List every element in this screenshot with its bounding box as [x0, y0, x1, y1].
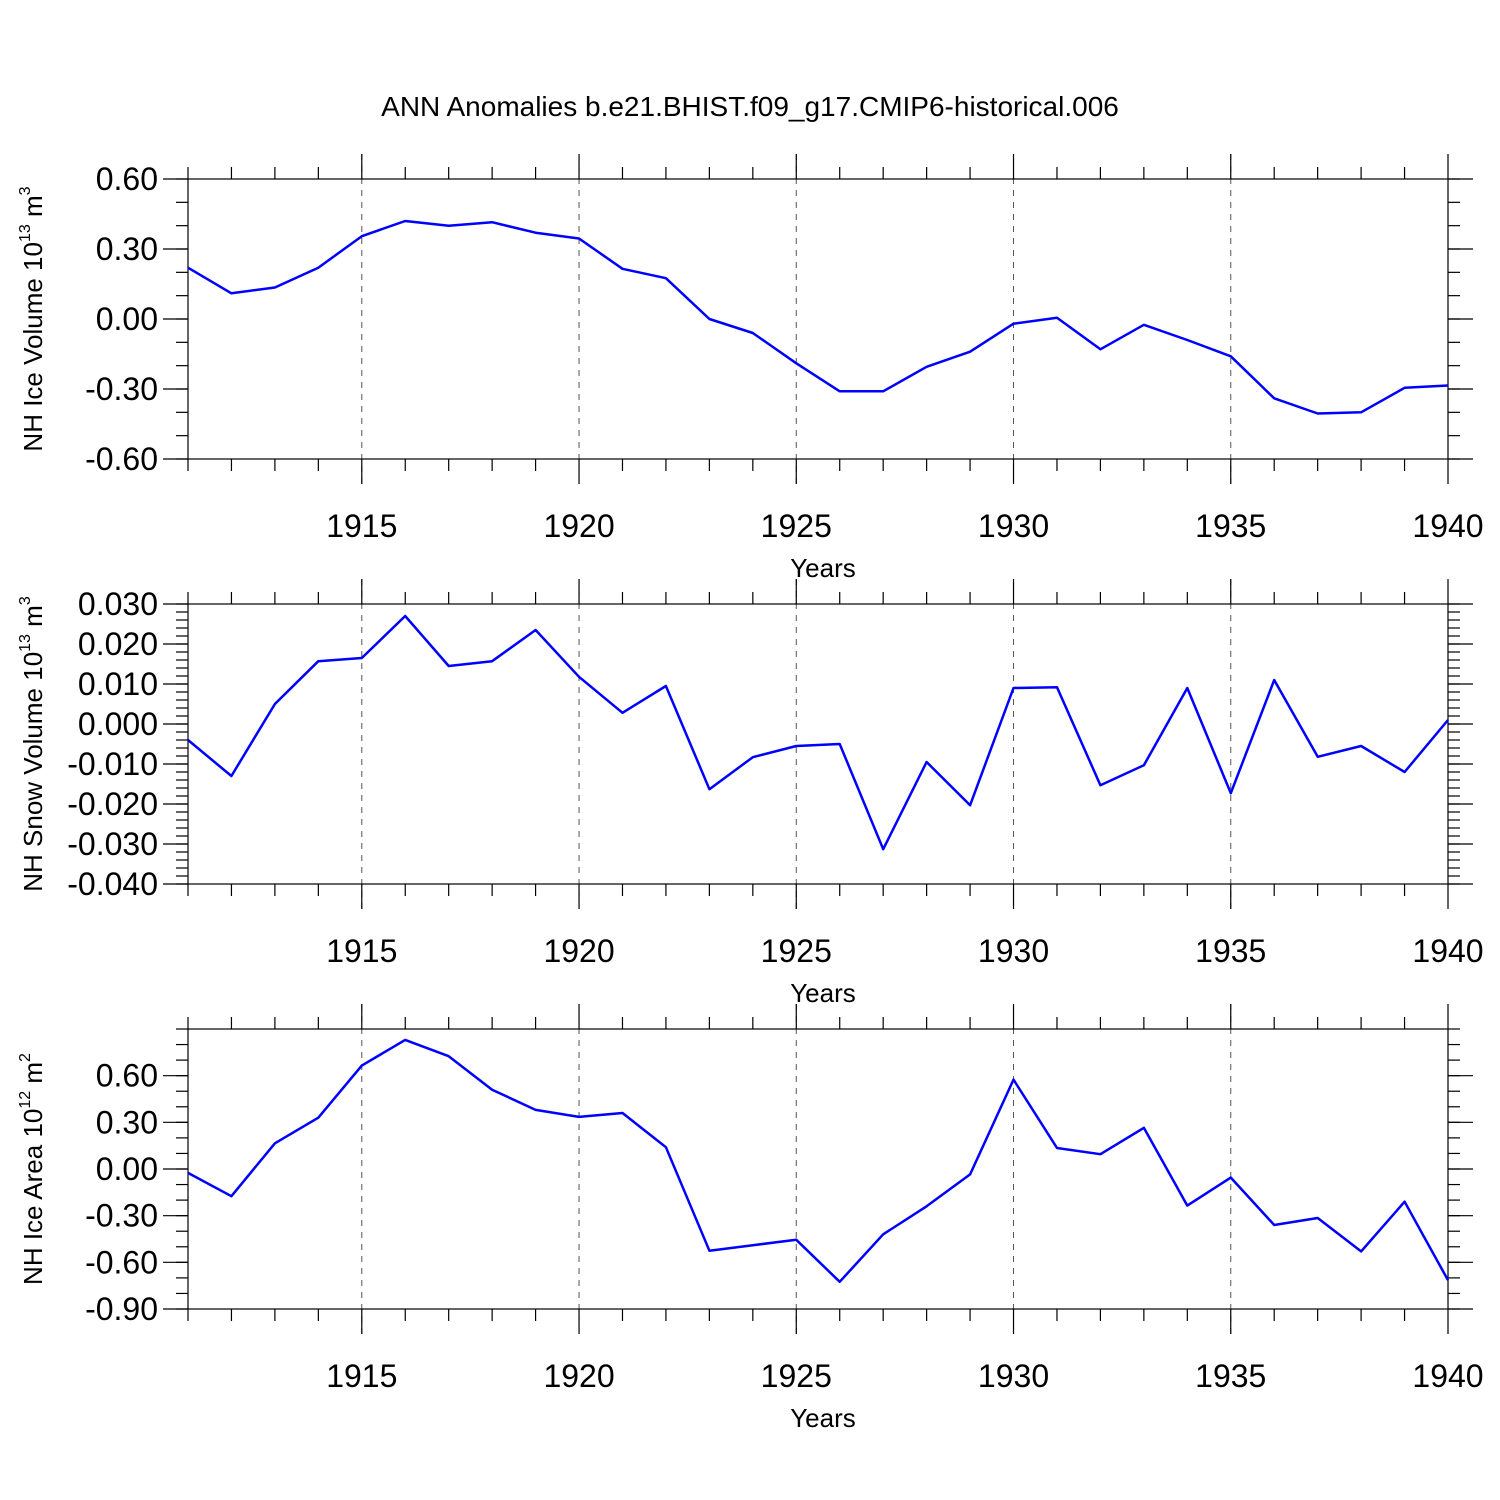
y-tick-label: -0.020	[67, 786, 158, 822]
y-tick-label: -0.30	[85, 371, 158, 407]
x-tick-label: 1925	[761, 933, 832, 969]
x-axis-label: Years	[790, 553, 856, 583]
x-axis-label: Years	[790, 1403, 856, 1433]
y-axis-label: NH Ice Volume 1013 m3	[17, 186, 48, 451]
panel-3: -0.90 -0.60 -0.30 0.00 0.30 0.60 1915 1920 1925 1…	[17, 1004, 1484, 1433]
x-tick-label: 1930	[978, 933, 1049, 969]
y-tick-label: 0.00	[96, 301, 158, 337]
plot-frame	[187, 603, 1449, 885]
x-tick-label: 1930	[978, 508, 1049, 544]
y-tick-label: 0.010	[78, 666, 158, 702]
y-tick-label: -0.010	[67, 746, 158, 782]
y-tick-label: -0.30	[85, 1198, 158, 1234]
y-tick-label: 0.60	[96, 161, 158, 197]
plot-frame	[187, 1028, 1449, 1310]
x-axis-label: Years	[790, 978, 856, 1008]
y-tick-label: -0.60	[85, 441, 158, 477]
x-tick-label: 1925	[761, 1358, 832, 1394]
series-line	[187, 219, 1449, 415]
y-axis-label: NH Ice Area 1012 m2	[17, 1053, 48, 1285]
x-tick-label: 1940	[1412, 508, 1483, 544]
y-tick-label: -0.60	[85, 1244, 158, 1280]
x-tick-label: 1915	[326, 933, 397, 969]
chart-title: ANN Anomalies b.e21.BHIST.f09_g17.CMIP6-…	[381, 91, 1119, 122]
y-tick-label: -0.90	[85, 1291, 158, 1327]
x-tick-label: 1930	[978, 1358, 1049, 1394]
plot-frame	[187, 178, 1449, 460]
panel-2: -0.040 -0.030 -0.020 -0.010 0.000 0.010 0.020 0…	[17, 579, 1484, 1008]
x-tick-label: 1915	[326, 1358, 397, 1394]
x-tick-label: 1920	[543, 508, 614, 544]
panel-1: -0.60 -0.30 0.00 0.30 0.60 1915 1920 1925 1930 19…	[17, 154, 1484, 583]
y-tick-label: -0.040	[67, 866, 158, 902]
x-tick-label: 1935	[1195, 933, 1266, 969]
x-tick-label: 1940	[1412, 1358, 1483, 1394]
y-tick-label: -0.030	[67, 826, 158, 862]
y-tick-label: 0.60	[96, 1058, 158, 1094]
series-line	[187, 1038, 1450, 1284]
x-tick-label: 1935	[1195, 1358, 1266, 1394]
y-tick-label: 0.30	[96, 231, 158, 267]
y-tick-label: 0.00	[96, 1151, 158, 1187]
x-tick-label: 1915	[326, 508, 397, 544]
y-tick-label: 0.020	[78, 626, 158, 662]
y-tick-label: 0.030	[78, 586, 158, 622]
y-tick-label: 0.000	[78, 706, 158, 742]
x-tick-label: 1920	[543, 933, 614, 969]
x-tick-label: 1920	[543, 1358, 614, 1394]
x-tick-label: 1935	[1195, 508, 1266, 544]
x-tick-label: 1925	[761, 508, 832, 544]
x-tick-label: 1940	[1412, 933, 1483, 969]
y-axis-label: NH Snow Volume 1013 m3	[17, 596, 48, 892]
y-tick-label: 0.30	[96, 1104, 158, 1140]
series-line	[187, 614, 1449, 851]
